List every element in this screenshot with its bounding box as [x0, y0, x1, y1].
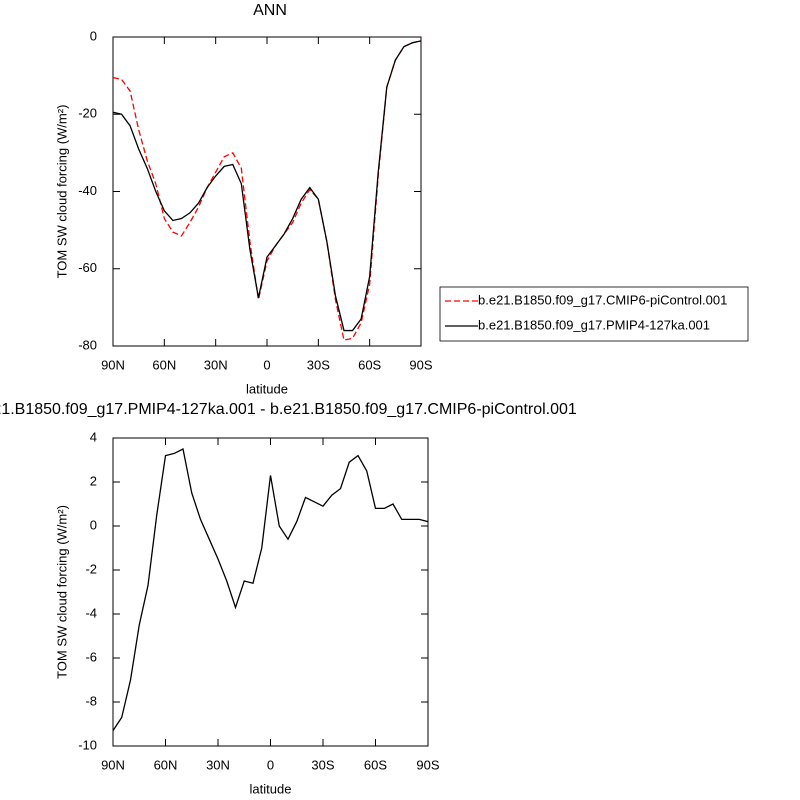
x-tick-label: 90N [101, 357, 125, 372]
y-tick-label: 0 [90, 517, 97, 532]
x-tick-label: 60N [154, 757, 178, 772]
chart-title: ANN [253, 2, 287, 19]
line-series [112, 40, 422, 341]
y-tick-label: 2 [90, 473, 97, 488]
y-tick-label: -40 [78, 183, 97, 198]
y-axis-label: TOM SW cloud forcing (W/m²) [54, 505, 69, 679]
y-tick-label: -6 [85, 649, 97, 664]
y-tick-label: -4 [85, 605, 97, 620]
x-tick-label: 30S [307, 357, 330, 372]
legend-label: b.e21.B1850.f09_g17.PMIP4-127ka.001 [478, 317, 710, 332]
y-tick-label: -10 [78, 737, 97, 752]
line-series [112, 448, 429, 731]
x-axis-label: latitude [246, 381, 288, 396]
x-tick-label: 0 [267, 757, 274, 772]
x-tick-label: 0 [263, 357, 270, 372]
y-tick-label: -2 [85, 561, 97, 576]
y-tick-label: 4 [90, 429, 97, 444]
x-tick-label: 90S [409, 357, 432, 372]
x-tick-label: 60S [358, 357, 381, 372]
plot-frame [112, 36, 422, 347]
line-series [112, 40, 422, 332]
x-tick-label: 30N [206, 757, 230, 772]
y-tick-label: -8 [85, 693, 97, 708]
y-tick-label: 0 [90, 28, 97, 43]
legend-label: b.e21.B1850.f09_g17.CMIP6-piControl.001 [478, 292, 727, 307]
y-axis-label: TOM SW cloud forcing (W/m²) [54, 105, 69, 279]
x-axis-label: latitude [250, 781, 292, 796]
x-tick-label: 60S [364, 757, 387, 772]
y-tick-label: -80 [78, 337, 97, 352]
x-tick-label: 90N [101, 757, 125, 772]
x-tick-label: 60N [152, 357, 176, 372]
legend-box [439, 286, 749, 342]
y-tick-label: -20 [78, 106, 97, 121]
x-tick-label: 30N [204, 357, 228, 372]
chart-title: b.e21.B1850.f09_g17.PMIP4-127ka.001 - b.… [0, 401, 577, 418]
plot-frame [112, 437, 429, 747]
x-tick-label: 30S [311, 757, 334, 772]
x-tick-label: 90S [416, 757, 439, 772]
y-tick-label: -60 [78, 260, 97, 275]
